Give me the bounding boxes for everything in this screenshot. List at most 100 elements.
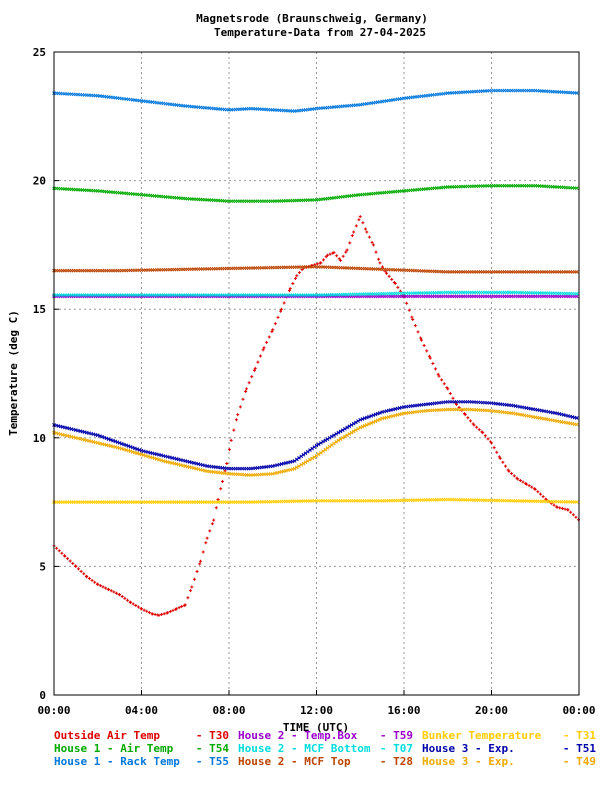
data-point (98, 584, 102, 588)
legend-entry-label: House 2 - MCF Top (238, 755, 351, 768)
data-point (101, 585, 105, 589)
data-point (131, 602, 135, 606)
data-point (205, 536, 209, 540)
data-point (186, 596, 190, 600)
data-point (267, 335, 271, 339)
data-point (136, 605, 140, 609)
data-point (434, 367, 437, 371)
data-point (446, 387, 450, 391)
legend-entry-tag: - T31 (563, 729, 596, 742)
x-tick-labels: 00:00 04:00 08:00 12:00 16:00 20:00 00:00 (37, 690, 596, 717)
series-T30 (52, 215, 581, 617)
data-point (323, 438, 328, 443)
data-point (93, 580, 97, 584)
y-tick-label: 15 (33, 303, 46, 316)
data-point (350, 234, 354, 238)
data-point (325, 253, 329, 257)
data-point (288, 287, 292, 291)
data-point (85, 575, 89, 579)
data-point (253, 366, 257, 370)
data-point (109, 589, 113, 593)
data-point (120, 595, 124, 599)
data-point (541, 495, 545, 499)
series-T54 (52, 183, 579, 204)
x-tick-label: 12:00 (300, 704, 333, 717)
legend-entry-tag: - T55 (196, 755, 229, 768)
x-tick-label: 08:00 (212, 704, 245, 717)
data-point (287, 289, 291, 293)
data-point (574, 291, 579, 296)
data-point (371, 420, 376, 424)
data-point (343, 434, 347, 439)
data-point (234, 418, 238, 422)
data-point (387, 274, 391, 278)
data-point (555, 505, 559, 509)
data-point (495, 450, 499, 454)
data-point (378, 261, 382, 265)
x-tick-label: 20:00 (475, 704, 508, 717)
data-point (448, 392, 452, 396)
data-point (358, 215, 362, 219)
legend-entry-tag: - T30 (196, 729, 229, 742)
data-point (210, 522, 214, 526)
data-point (150, 612, 154, 616)
data-point (483, 434, 487, 438)
data-point (463, 413, 467, 417)
data-point (252, 368, 256, 372)
data-point (208, 529, 212, 533)
data-point (256, 360, 260, 364)
data-point (510, 472, 514, 476)
data-point (329, 434, 334, 439)
data-point (340, 435, 345, 440)
data-point (123, 596, 127, 600)
data-point (481, 431, 485, 435)
data-point (140, 607, 143, 611)
data-point (442, 382, 446, 386)
series-T55 (52, 88, 579, 114)
data-point (498, 456, 502, 460)
data-point (324, 255, 328, 259)
data-point (574, 270, 579, 274)
data-point (539, 492, 542, 496)
legend-entry-tag: - T28 (380, 755, 413, 768)
legend-entry-label: House 1 - Rack Temp (54, 755, 180, 768)
x-tick-label: 04:00 (125, 704, 158, 717)
data-point (261, 348, 265, 352)
data-point (393, 281, 397, 285)
data-point (338, 429, 343, 434)
y-tick-label: 5 (39, 560, 46, 573)
data-point (521, 480, 525, 484)
data-point (340, 428, 345, 432)
data-point (560, 506, 564, 510)
data-point (475, 425, 479, 429)
data-point (227, 448, 231, 452)
data-point (201, 550, 205, 554)
data-point (410, 315, 414, 319)
data-point (229, 438, 233, 442)
data-point (60, 551, 64, 555)
data-point (558, 506, 562, 510)
data-point (301, 461, 306, 466)
data-point (407, 308, 411, 312)
data-point (451, 396, 455, 400)
legend-entry-label: House 3 - Exp. (422, 755, 515, 768)
data-point (166, 611, 170, 615)
data-point (294, 465, 299, 470)
data-point (147, 611, 151, 615)
data-point (63, 554, 67, 558)
data-point (162, 612, 166, 616)
data-point (574, 91, 579, 95)
grid-lines (54, 52, 579, 695)
data-point (497, 455, 501, 459)
data-point (279, 309, 283, 313)
data-point (345, 433, 349, 438)
data-point (236, 413, 240, 417)
data-point (518, 478, 522, 482)
data-point (336, 430, 341, 435)
data-point (373, 419, 378, 424)
data-point (352, 230, 356, 234)
data-point (107, 588, 111, 592)
data-point (192, 577, 196, 581)
data-point (57, 549, 61, 553)
series-T28 (52, 264, 579, 274)
